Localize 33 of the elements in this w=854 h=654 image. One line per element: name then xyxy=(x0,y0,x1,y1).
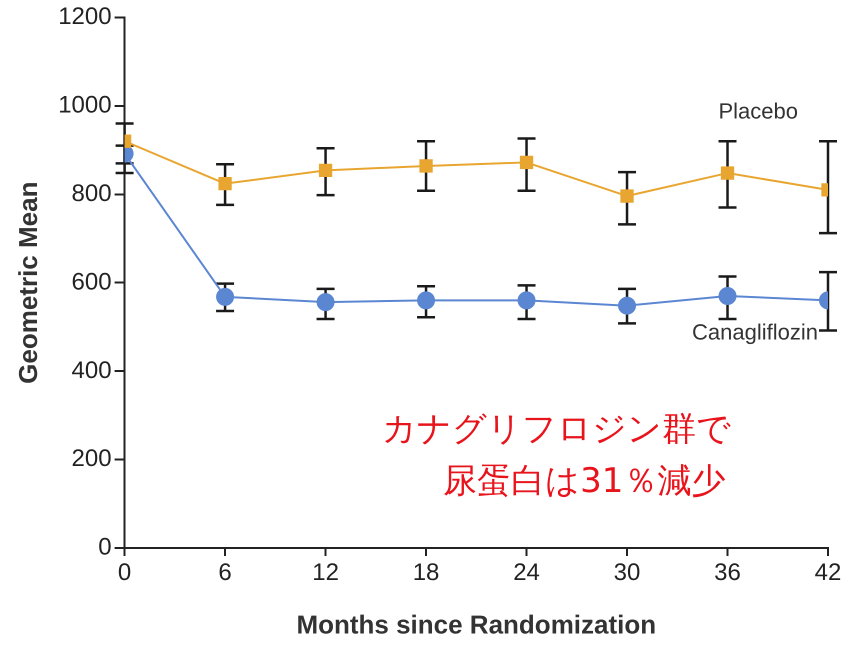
x-tick-label: 12 xyxy=(312,559,339,586)
point xyxy=(419,159,433,173)
x-tick-label: 0 xyxy=(118,559,132,586)
text: Placebo xyxy=(718,98,798,124)
x-tick-label: 24 xyxy=(513,559,540,586)
x-axis-title: Months since Randomization xyxy=(296,610,656,640)
x-tick-label: 6 xyxy=(218,559,232,586)
point xyxy=(620,189,634,203)
y-axis-title: Geometric Mean xyxy=(12,182,43,384)
y-tick-label: 400 xyxy=(72,356,112,384)
y-tick-label: 0 xyxy=(98,534,112,561)
point xyxy=(618,296,636,315)
annotation: 尿蛋白は31％減少 xyxy=(443,460,726,501)
x-tick-label: 42 xyxy=(814,559,842,586)
point xyxy=(417,291,436,310)
x-tick-label: 18 xyxy=(412,559,440,586)
point xyxy=(518,291,536,310)
x-tick-label: 36 xyxy=(714,559,741,586)
y-tick-label: 1000 xyxy=(58,91,112,118)
y-tick-label: 600 xyxy=(72,268,112,296)
point xyxy=(318,164,332,178)
y-tick-label: 200 xyxy=(72,445,112,472)
y-tick-label: 1200 xyxy=(58,3,112,30)
point xyxy=(218,177,232,190)
point xyxy=(520,156,534,170)
y-tick-label: 800 xyxy=(72,180,112,207)
point xyxy=(316,293,335,312)
x-tick-label: 30 xyxy=(614,559,640,586)
point xyxy=(216,288,234,306)
annotation: カナグリフロジン群で xyxy=(382,408,731,449)
point xyxy=(718,286,737,305)
point xyxy=(720,166,734,180)
series-label: Canagliflozin xyxy=(692,320,818,345)
